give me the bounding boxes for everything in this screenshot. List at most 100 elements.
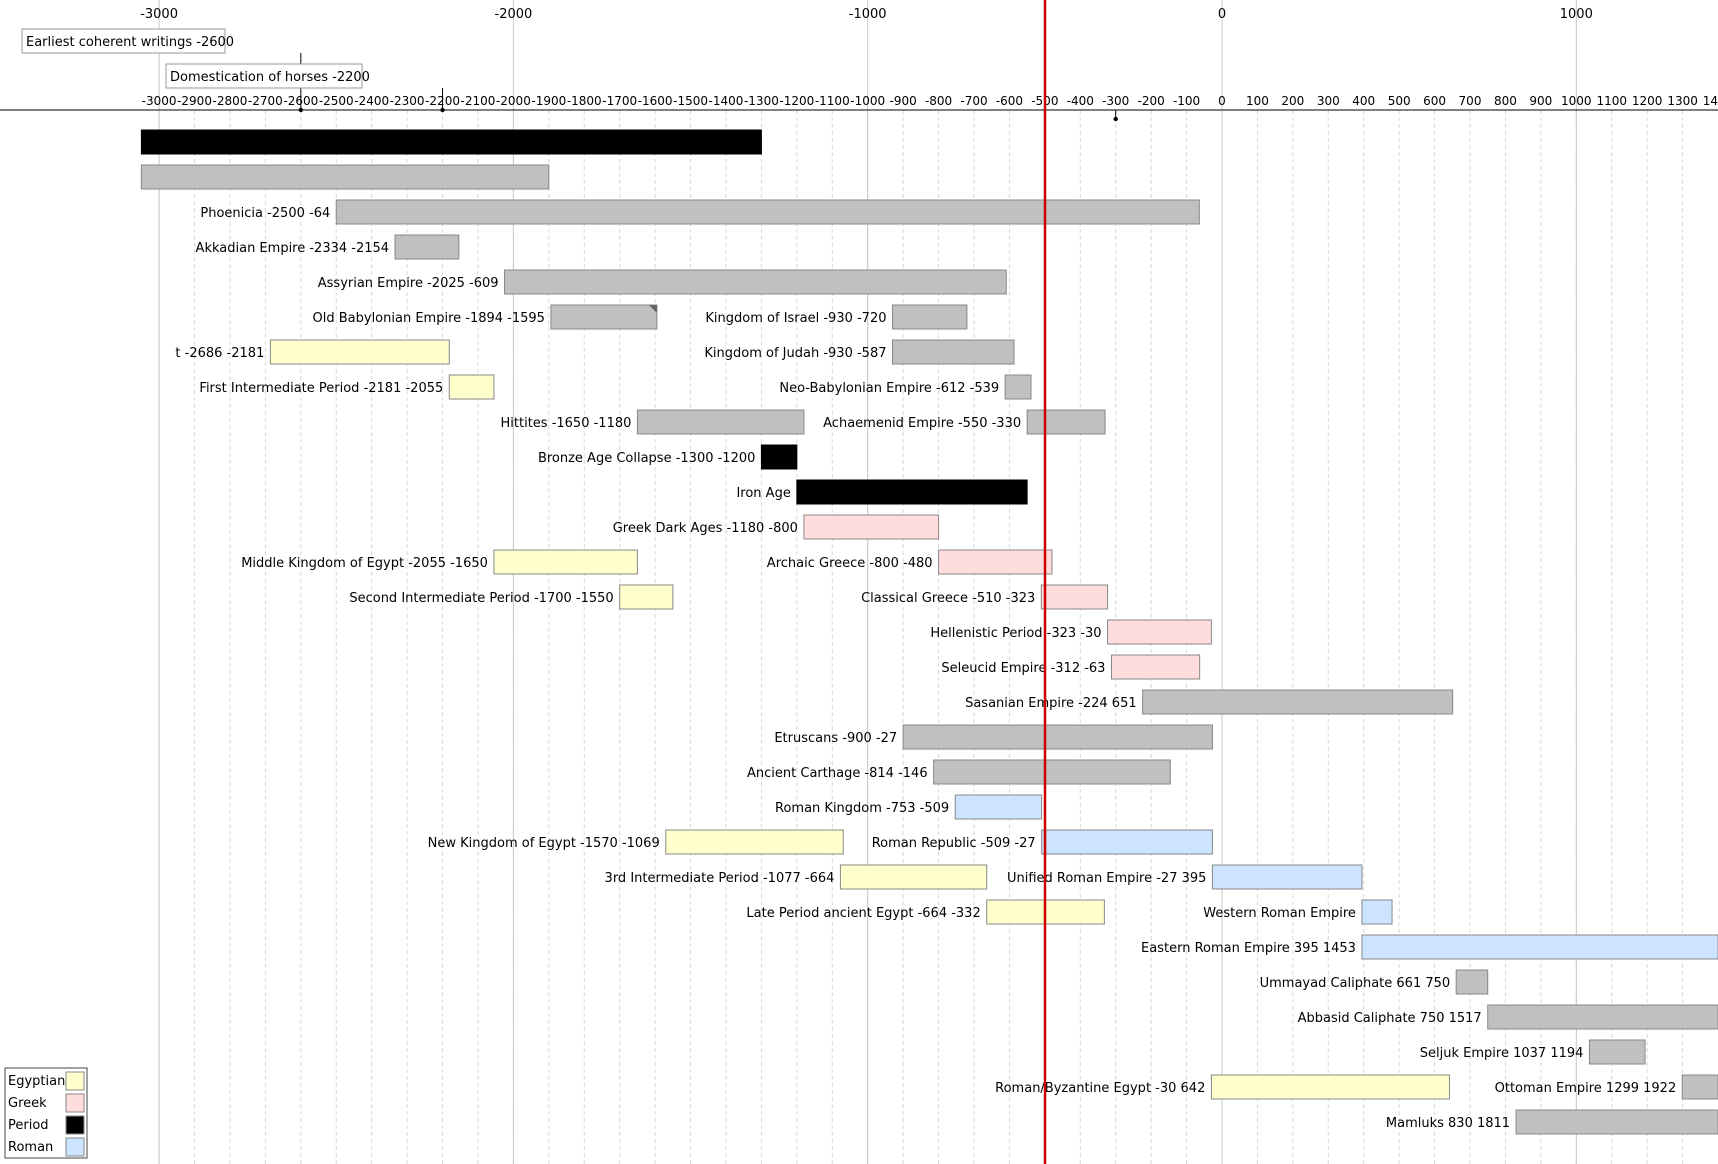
legend-swatch: [65, 1071, 85, 1091]
minor-tick-label: -3000: [142, 94, 177, 108]
minor-tick-label: -1800: [567, 94, 602, 108]
minor-tick-label: -200: [1138, 94, 1165, 108]
minor-tick-label: -1000: [850, 94, 885, 108]
minor-tick-label: -2500: [319, 94, 354, 108]
timeline-bar: [1210, 1074, 1450, 1100]
event-callout-box: [21, 28, 226, 54]
minor-tick-label: -800: [925, 94, 952, 108]
timeline-bar: [933, 759, 1171, 785]
bar-label: 3rd Intermediate Period -1077 -664: [605, 871, 835, 886]
bar-label: Classical Greece -510 -323: [861, 591, 1035, 606]
timeline-bar: [892, 339, 1015, 365]
legend-label: Egyptian: [8, 1074, 65, 1089]
bar-label: t -2686 -2181: [175, 346, 264, 361]
minor-tick-label: -1700: [602, 94, 637, 108]
bar-label: Old Babylonian Empire -1894 -1595: [313, 311, 545, 326]
bar-label: Hittites -1650 -1180: [501, 416, 632, 431]
timeline-bar: [140, 129, 762, 155]
minor-tick-label: -2300: [390, 94, 425, 108]
major-tick-label: -1000: [849, 7, 887, 22]
timeline-bar: [1455, 969, 1489, 995]
timeline-bar: [1515, 1109, 1718, 1135]
minor-tick-label: 100: [1246, 94, 1269, 108]
minor-tick-label: 600: [1423, 94, 1446, 108]
timeline-bar: [1026, 409, 1106, 435]
timeline-bar: [619, 584, 674, 610]
legend-label: Greek: [8, 1096, 47, 1111]
minor-tick-label: -600: [996, 94, 1023, 108]
timeline-bar: [448, 374, 495, 400]
event-marker: [298, 107, 304, 113]
timeline-bar: [1004, 374, 1032, 400]
event-callout-box: [165, 63, 363, 89]
timeline-bar: [1040, 584, 1109, 610]
major-tick-label: -2000: [495, 7, 533, 22]
bar-label: First Intermediate Period -2181 -2055: [199, 381, 443, 396]
minor-tick-label: 700: [1459, 94, 1482, 108]
major-tick-label: -3000: [140, 7, 178, 22]
major-tick-label: 1000: [1560, 7, 1593, 22]
bar-label: Roman Kingdom -753 -509: [775, 801, 949, 816]
timeline-bar: [1107, 619, 1212, 645]
bar-label: Seljuk Empire 1037 1194: [1420, 1046, 1584, 1061]
bar-label: Archaic Greece -800 -480: [767, 556, 933, 571]
minor-tick-label: -1600: [638, 94, 673, 108]
event-label: Earliest coherent writings -2600: [26, 35, 234, 50]
bar-label: Hellenistic Period -323 -30: [930, 626, 1101, 641]
bar-label: Late Period ancient Egypt -664 -332: [746, 906, 980, 921]
timeline-bar: [892, 304, 968, 330]
legend-swatch: [65, 1093, 85, 1113]
major-tick-label: 0: [1218, 7, 1226, 22]
timeline-bar: [269, 339, 450, 365]
bar-label: Bronze Age Collapse -1300 -1200: [538, 451, 755, 466]
timeline-bar: [1588, 1039, 1646, 1065]
bar-label: Roman/Byzantine Egypt -30 642: [995, 1081, 1205, 1096]
minor-tick-label: -2000: [496, 94, 531, 108]
event-marker: [440, 107, 445, 113]
timeline-bar: [803, 514, 940, 540]
minor-tick-label: -1400: [709, 94, 744, 108]
legend-label: Period: [8, 1118, 49, 1133]
timeline-bar: [1041, 829, 1213, 855]
minor-tick-label: -2900: [177, 94, 212, 108]
bar-label: Seleucid Empire -312 -63: [941, 661, 1105, 676]
minor-tick-label: -1500: [673, 94, 708, 108]
timeline-bar: [1211, 864, 1363, 890]
legend-swatch: [65, 1115, 85, 1135]
timeline-bar: [1142, 689, 1454, 715]
minor-tick-label: 800: [1494, 94, 1517, 108]
minor-tick-label: 0: [1218, 94, 1226, 108]
bar-label: Ancient Carthage -814 -146: [747, 766, 928, 781]
minor-tick-label: -700: [960, 94, 987, 108]
minor-tick-label: 300: [1317, 94, 1340, 108]
minor-tick-label: -1100: [815, 94, 850, 108]
timeline-bar: [1361, 899, 1393, 925]
timeline-bar: [1681, 1074, 1718, 1100]
timeline-bar: [1487, 1004, 1718, 1030]
bar-label: Phoenicia -2500 -64: [200, 206, 330, 221]
bar-label: Roman Republic -509 -27: [872, 836, 1036, 851]
bar-corner-mark: [648, 305, 657, 313]
timeline-bar: [504, 269, 1007, 295]
bar-label: New Kingdom of Egypt -1570 -1069: [428, 836, 660, 851]
minor-tick-label: -2700: [248, 94, 283, 108]
timeline-bar: [1110, 654, 1201, 680]
minor-tick-label: 1300: [1667, 94, 1698, 108]
minor-tick-label: 1000: [1561, 94, 1592, 108]
bar-label: Abbasid Caliphate 750 1517: [1298, 1011, 1482, 1026]
timeline-bar: [796, 479, 1028, 505]
minor-tick-label: 400: [1352, 94, 1375, 108]
legend-swatch: [65, 1137, 85, 1157]
bar-label: Ottoman Empire 1299 1922: [1495, 1081, 1677, 1096]
timeline-bar: [938, 549, 1053, 575]
bar-label: Greek Dark Ages -1180 -800: [613, 521, 798, 536]
minor-tick-label: -300: [1102, 94, 1129, 108]
bar-label: Ummayad Caliphate 661 750: [1260, 976, 1451, 991]
bar-label: Second Intermediate Period -1700 -1550: [349, 591, 613, 606]
minor-tick-label: -1200: [779, 94, 814, 108]
bar-label: Iron Age: [736, 486, 790, 501]
event-marker: [1113, 116, 1118, 122]
minor-tick-label: 900: [1529, 94, 1552, 108]
minor-tick-label: 1200: [1632, 94, 1663, 108]
